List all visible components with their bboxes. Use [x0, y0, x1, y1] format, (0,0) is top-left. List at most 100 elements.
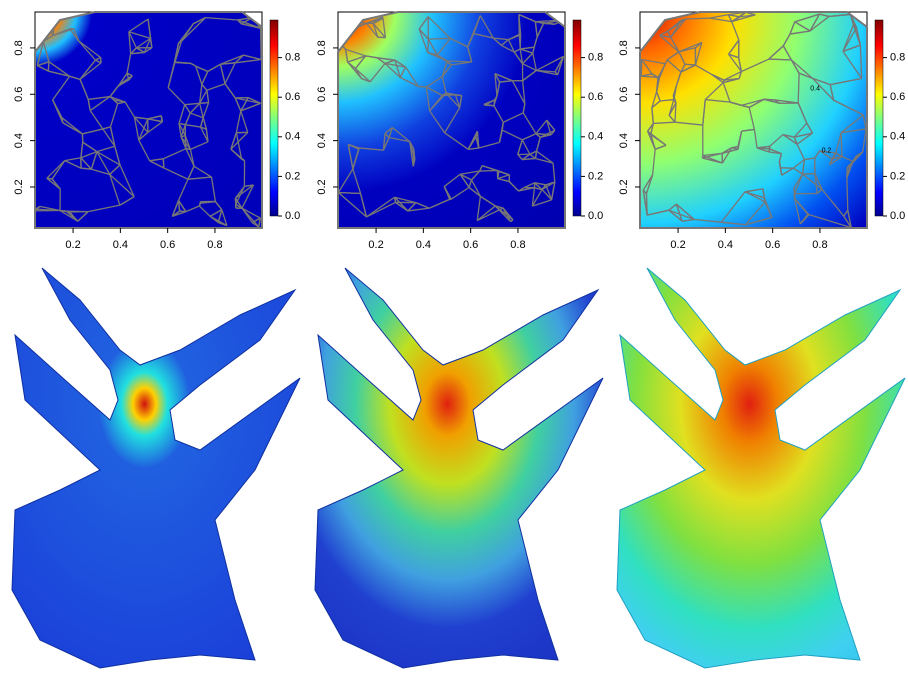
mesh-edge [782, 33, 791, 47]
mesh [640, 12, 867, 228]
mesh-edge [801, 159, 806, 175]
mesh-edge [522, 133, 537, 141]
mesh-edge [782, 45, 792, 61]
mesh-edge [89, 96, 111, 112]
x-tick-label: 0.6 [463, 239, 478, 251]
mesh-edge [171, 200, 180, 217]
mesh-edge [345, 48, 366, 57]
mesh-edge [77, 211, 89, 222]
mesh-edge [659, 34, 671, 38]
mesh-edge [792, 167, 803, 175]
mesh-edge [535, 157, 554, 164]
mesh-edge [407, 207, 430, 212]
colorbar [572, 19, 582, 217]
mesh-edge [536, 69, 558, 76]
mesh-edge [199, 101, 209, 104]
x-tick-label: 0.8 [812, 239, 827, 251]
mesh-edge [388, 136, 410, 143]
mesh-edge [344, 49, 349, 63]
mesh-edge [365, 55, 378, 59]
mesh-edge [741, 58, 769, 73]
mesh [35, 12, 262, 228]
mesh-edge [198, 202, 202, 207]
mesh-edge [721, 221, 746, 226]
mesh-edge [119, 79, 130, 86]
mesh-edge [532, 199, 552, 207]
mesh-edge [748, 107, 756, 130]
mesh-edge [494, 73, 498, 96]
mesh-edge [415, 202, 430, 209]
mesh-edge [48, 70, 70, 77]
mesh-edge [441, 64, 452, 77]
mesh-edge [793, 136, 798, 145]
mesh-edge [467, 33, 475, 48]
x-tick-label: 0.8 [207, 239, 222, 251]
field-outline [34, 11, 263, 229]
mesh-edge [862, 114, 867, 130]
mesh-edge [753, 129, 758, 148]
mesh-edge [366, 16, 383, 24]
field-outline [639, 11, 868, 229]
mesh-edge [779, 167, 783, 176]
mesh-edge [128, 18, 149, 33]
mesh-edge [859, 45, 863, 79]
mesh-edge [517, 154, 523, 160]
mesh-edge [62, 122, 83, 135]
mesh-edge [209, 209, 223, 217]
mesh-edge [167, 87, 186, 106]
mesh-edge [513, 48, 521, 53]
mesh-edge [531, 187, 536, 207]
mesh-edge [647, 123, 654, 132]
mesh-edge [418, 28, 429, 40]
mesh-edge [78, 40, 96, 61]
mesh-edge [235, 97, 261, 104]
mesh-edge [476, 205, 496, 221]
mesh-edge [221, 209, 228, 226]
mesh-edge [479, 15, 494, 39]
mesh-edge [651, 107, 654, 124]
mesh-edge [185, 148, 191, 151]
mesh-edge [198, 103, 204, 118]
mesh-edge [220, 54, 244, 65]
mesh-edge [369, 63, 386, 83]
mesh-edge [429, 198, 451, 209]
mesh-edge [500, 39, 509, 46]
mesh-edge [518, 13, 536, 23]
mesh-edge [95, 59, 102, 64]
mesh-edge [80, 167, 92, 170]
mesh-edge [384, 126, 393, 134]
colorbar-tick-label: 0.6 [588, 91, 603, 103]
mesh-edge [88, 204, 121, 213]
mesh-edge [695, 64, 713, 76]
mesh-edge [241, 207, 261, 219]
mesh-edge [441, 76, 447, 94]
mesh-edge [235, 110, 242, 133]
mesh-edge [829, 84, 835, 101]
mesh-edge [835, 132, 842, 154]
mesh-edge [501, 44, 515, 53]
colorbar-tick-label: 0.8 [588, 52, 603, 64]
mesh-edge [675, 71, 682, 87]
mesh-edge [195, 65, 209, 73]
mesh-edge [427, 51, 438, 56]
mesh-edge [852, 24, 861, 46]
mesh-edge [499, 80, 513, 83]
mesh-edge [220, 62, 236, 65]
mesh-edge [651, 91, 658, 108]
mesh-edge [812, 77, 831, 86]
mesh-edge [483, 99, 496, 105]
mesh-edge [704, 82, 724, 101]
mesh-edge [475, 136, 480, 149]
mesh-edge [185, 205, 200, 213]
mesh-edge [793, 198, 801, 225]
fish-render-2 [314, 267, 604, 669]
mesh-edge [224, 83, 236, 99]
mesh-edge [694, 42, 703, 66]
mesh-edge [540, 134, 552, 138]
mesh-edge [427, 16, 451, 39]
mesh-edge [501, 122, 504, 131]
mesh-edge [678, 51, 686, 65]
mesh-edge [53, 28, 74, 36]
mesh-edge [467, 46, 473, 63]
mesh-edge [819, 13, 830, 18]
